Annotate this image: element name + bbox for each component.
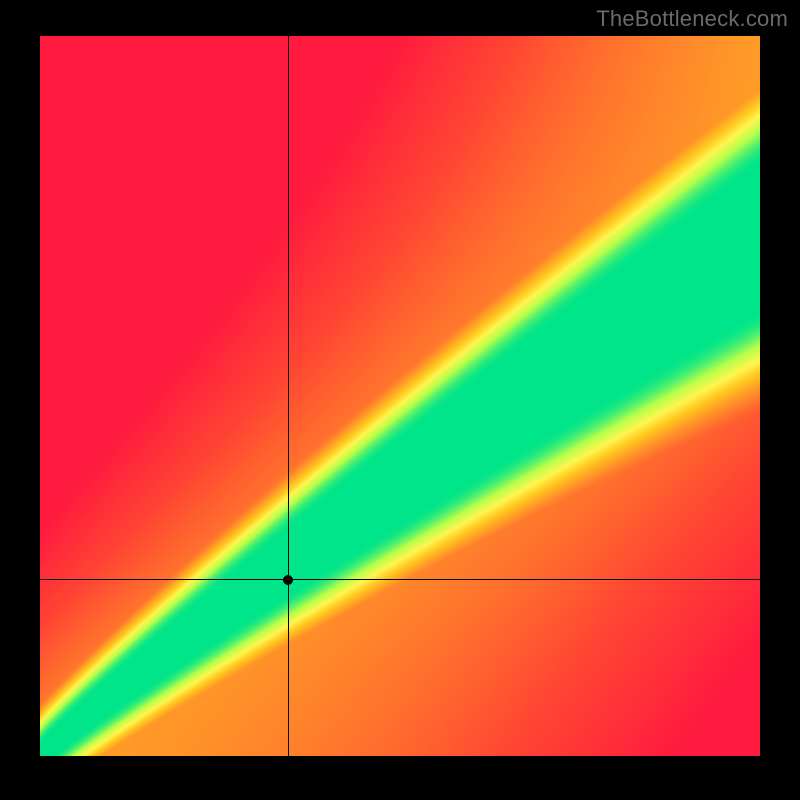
watermark-text: TheBottleneck.com [596, 6, 788, 32]
chart-container: TheBottleneck.com [0, 0, 800, 800]
crosshair-vertical [288, 36, 289, 756]
crosshair-horizontal [40, 579, 760, 580]
marker-dot [283, 575, 293, 585]
heatmap-canvas [40, 36, 760, 756]
plot-area [40, 36, 760, 756]
